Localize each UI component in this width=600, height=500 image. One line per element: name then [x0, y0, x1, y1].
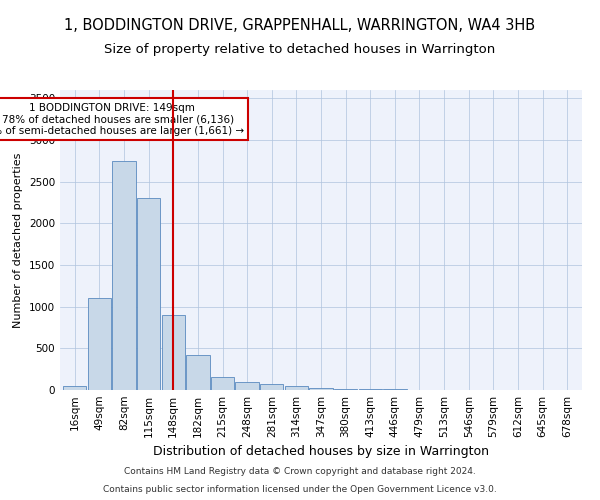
Text: Contains public sector information licensed under the Open Government Licence v3: Contains public sector information licen… — [103, 485, 497, 494]
Bar — [161, 315, 185, 390]
Bar — [63, 386, 86, 390]
Bar — [112, 161, 136, 390]
Bar — [260, 384, 283, 390]
X-axis label: Distribution of detached houses by size in Warrington: Distribution of detached houses by size … — [153, 446, 489, 458]
Text: Contains HM Land Registry data © Crown copyright and database right 2024.: Contains HM Land Registry data © Crown c… — [124, 467, 476, 476]
Bar — [186, 354, 209, 390]
Bar — [334, 389, 358, 390]
Text: Size of property relative to detached houses in Warrington: Size of property relative to detached ho… — [104, 42, 496, 56]
Bar — [235, 382, 259, 390]
Bar — [137, 198, 160, 390]
Bar — [310, 388, 332, 390]
Bar — [211, 377, 234, 390]
Text: 1 BODDINGTON DRIVE: 149sqm
← 78% of detached houses are smaller (6,136)
21% of s: 1 BODDINGTON DRIVE: 149sqm ← 78% of deta… — [0, 102, 244, 136]
Bar — [88, 298, 111, 390]
Y-axis label: Number of detached properties: Number of detached properties — [13, 152, 23, 328]
Bar — [359, 389, 382, 390]
Text: 1, BODDINGTON DRIVE, GRAPPENHALL, WARRINGTON, WA4 3HB: 1, BODDINGTON DRIVE, GRAPPENHALL, WARRIN… — [64, 18, 536, 32]
Bar — [284, 386, 308, 390]
